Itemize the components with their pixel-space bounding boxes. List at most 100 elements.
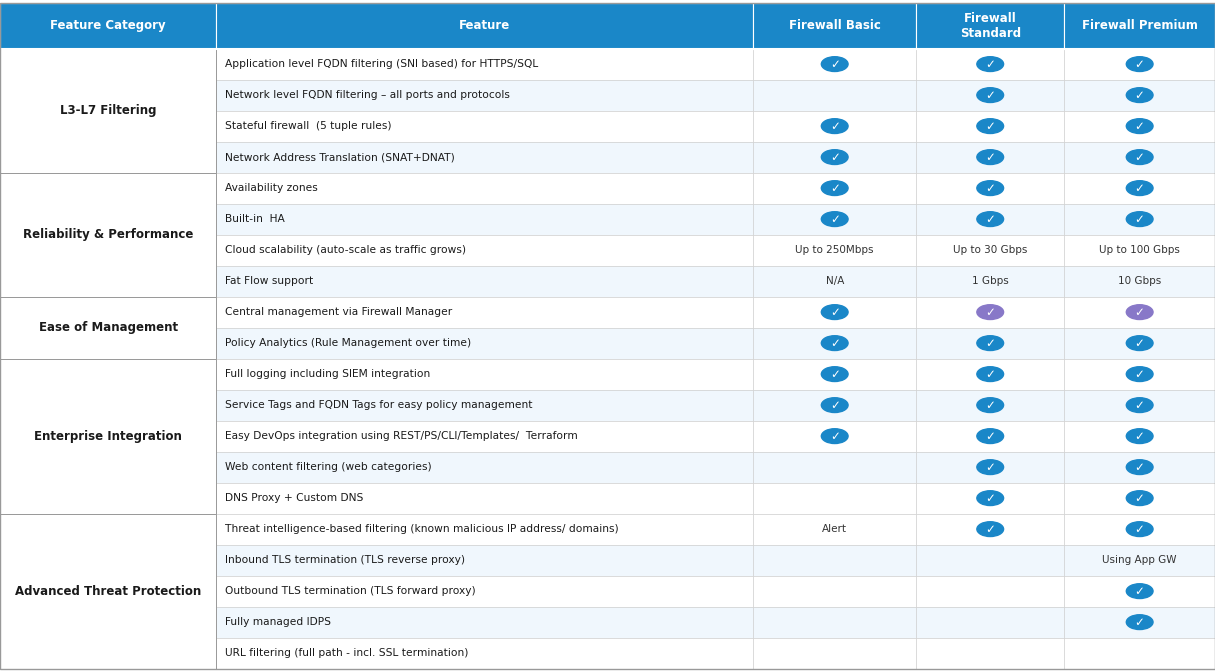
Bar bbox=[916, 142, 1064, 173]
Circle shape bbox=[821, 304, 848, 319]
Text: Fully managed IDPS: Fully managed IDPS bbox=[225, 617, 330, 627]
Bar bbox=[1064, 3, 1215, 48]
Text: Firewall Basic: Firewall Basic bbox=[789, 19, 881, 32]
Text: L3-L7 Filtering: L3-L7 Filtering bbox=[60, 104, 157, 117]
Bar bbox=[216, 421, 753, 452]
Bar bbox=[216, 204, 753, 235]
Bar bbox=[753, 173, 916, 204]
Circle shape bbox=[977, 460, 1004, 474]
Text: ✓: ✓ bbox=[1135, 151, 1145, 163]
Bar bbox=[753, 204, 916, 235]
Text: Cloud scalability (auto-scale as traffic grows): Cloud scalability (auto-scale as traffic… bbox=[225, 245, 465, 255]
Bar bbox=[753, 544, 916, 576]
Bar bbox=[753, 359, 916, 390]
Bar bbox=[753, 421, 916, 452]
Bar bbox=[1064, 607, 1215, 638]
Bar bbox=[753, 638, 916, 669]
Text: ✓: ✓ bbox=[985, 151, 995, 163]
Text: Advanced Threat Protection: Advanced Threat Protection bbox=[15, 585, 202, 597]
Circle shape bbox=[821, 150, 848, 165]
Bar bbox=[916, 359, 1064, 390]
Bar bbox=[216, 607, 753, 638]
Text: N/A: N/A bbox=[825, 276, 844, 286]
Bar bbox=[1064, 638, 1215, 669]
Circle shape bbox=[1126, 336, 1153, 351]
Text: ✓: ✓ bbox=[830, 429, 840, 443]
Bar bbox=[916, 482, 1064, 513]
Text: ✓: ✓ bbox=[1135, 212, 1145, 226]
Bar bbox=[1064, 421, 1215, 452]
Text: Firewall Premium: Firewall Premium bbox=[1081, 19, 1198, 32]
Bar bbox=[216, 173, 753, 204]
Circle shape bbox=[1126, 521, 1153, 536]
Bar bbox=[1064, 452, 1215, 482]
Text: Network level FQDN filtering – all ports and protocols: Network level FQDN filtering – all ports… bbox=[225, 90, 509, 100]
Text: ✓: ✓ bbox=[1135, 89, 1145, 101]
Text: ✓: ✓ bbox=[1135, 429, 1145, 443]
Bar bbox=[753, 265, 916, 296]
Bar bbox=[916, 328, 1064, 359]
Bar bbox=[916, 235, 1064, 265]
Bar bbox=[216, 452, 753, 482]
Circle shape bbox=[821, 336, 848, 351]
Text: ✓: ✓ bbox=[830, 181, 840, 195]
Text: Policy Analytics (Rule Management over time): Policy Analytics (Rule Management over t… bbox=[225, 338, 471, 348]
Bar bbox=[1064, 142, 1215, 173]
Circle shape bbox=[1126, 212, 1153, 226]
Text: ✓: ✓ bbox=[985, 58, 995, 71]
Text: Application level FQDN filtering (SNI based) for HTTPS/SQL: Application level FQDN filtering (SNI ba… bbox=[225, 59, 538, 69]
Bar bbox=[916, 421, 1064, 452]
Text: ✓: ✓ bbox=[1135, 398, 1145, 412]
Bar bbox=[753, 3, 916, 48]
Bar bbox=[216, 265, 753, 296]
Text: Fat Flow support: Fat Flow support bbox=[225, 276, 313, 286]
Text: ✓: ✓ bbox=[830, 212, 840, 226]
Text: Built-in  HA: Built-in HA bbox=[225, 214, 284, 224]
Circle shape bbox=[977, 336, 1004, 351]
Bar bbox=[216, 359, 753, 390]
Text: ✓: ✓ bbox=[1135, 337, 1145, 349]
Circle shape bbox=[821, 398, 848, 413]
Text: ✓: ✓ bbox=[1135, 585, 1145, 597]
Text: ✓: ✓ bbox=[1135, 368, 1145, 380]
Bar bbox=[753, 328, 916, 359]
Text: Ease of Management: Ease of Management bbox=[39, 321, 177, 334]
Text: ✓: ✓ bbox=[985, 460, 995, 474]
Bar bbox=[753, 390, 916, 421]
Text: Easy DevOps integration using REST/PS/CLI/Templates/  Terraform: Easy DevOps integration using REST/PS/CL… bbox=[225, 431, 577, 441]
Circle shape bbox=[977, 56, 1004, 71]
Bar bbox=[216, 3, 753, 48]
Bar bbox=[916, 390, 1064, 421]
Circle shape bbox=[1126, 460, 1153, 474]
Bar bbox=[916, 79, 1064, 111]
Circle shape bbox=[1126, 88, 1153, 103]
Bar bbox=[753, 48, 916, 79]
Bar bbox=[216, 48, 753, 79]
Text: Network Address Translation (SNAT+DNAT): Network Address Translation (SNAT+DNAT) bbox=[225, 152, 454, 162]
Bar bbox=[916, 452, 1064, 482]
Bar bbox=[1064, 513, 1215, 544]
Circle shape bbox=[1126, 584, 1153, 599]
Bar bbox=[1064, 173, 1215, 204]
Text: Firewall
Standard: Firewall Standard bbox=[960, 12, 1021, 40]
Text: ✓: ✓ bbox=[985, 492, 995, 505]
Text: ✓: ✓ bbox=[1135, 523, 1145, 536]
Bar bbox=[1064, 544, 1215, 576]
Text: ✓: ✓ bbox=[985, 398, 995, 412]
Text: Up to 250Mbps: Up to 250Mbps bbox=[796, 245, 874, 255]
Bar bbox=[753, 607, 916, 638]
Text: ✓: ✓ bbox=[830, 398, 840, 412]
Circle shape bbox=[821, 367, 848, 382]
Circle shape bbox=[1126, 398, 1153, 413]
Text: Up to 30 Gbps: Up to 30 Gbps bbox=[953, 245, 1028, 255]
Text: ✓: ✓ bbox=[1135, 58, 1145, 71]
Text: DNS Proxy + Custom DNS: DNS Proxy + Custom DNS bbox=[225, 493, 363, 503]
Circle shape bbox=[1126, 119, 1153, 134]
Bar bbox=[916, 513, 1064, 544]
Circle shape bbox=[977, 491, 1004, 505]
Text: ✓: ✓ bbox=[1135, 492, 1145, 505]
Text: ✓: ✓ bbox=[1135, 181, 1145, 195]
Bar bbox=[216, 513, 753, 544]
Bar bbox=[0, 359, 216, 513]
Bar bbox=[916, 544, 1064, 576]
